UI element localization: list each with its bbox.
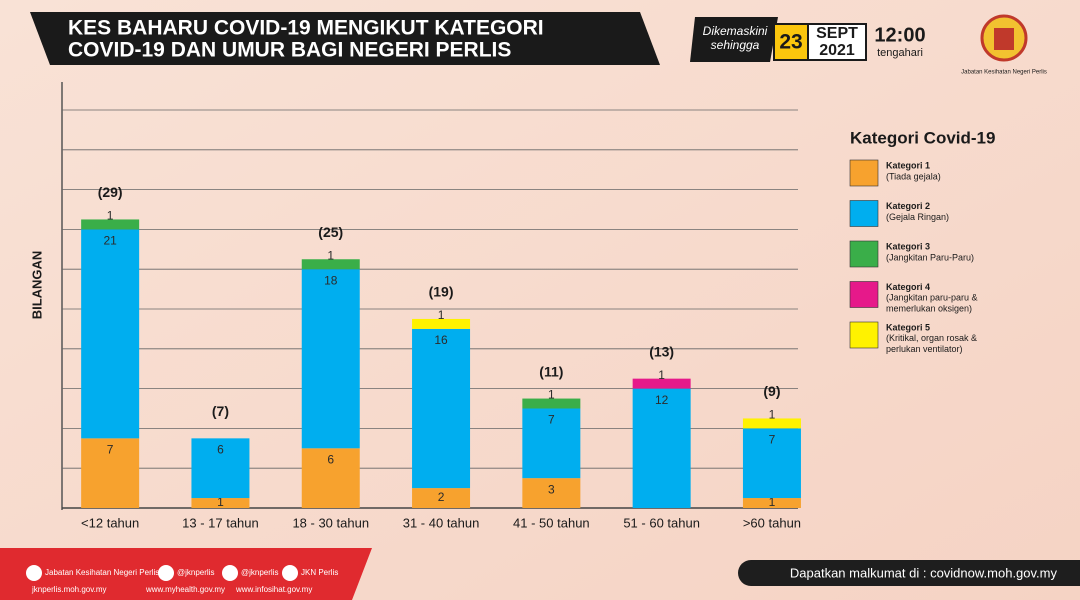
x-tick-label: 51 - 60 tahun — [623, 515, 700, 530]
legend-label: Kategori 3 — [886, 241, 930, 251]
update-label: Dikemaskini — [703, 24, 768, 38]
data-label: 1 — [548, 388, 555, 402]
logo — [980, 14, 1028, 62]
total-label: (7) — [212, 403, 229, 419]
legend-swatch — [849, 159, 879, 187]
x-tick-label: 31 - 40 tahun — [403, 515, 480, 530]
bar-segment — [742, 428, 801, 499]
total-label: (19) — [429, 284, 454, 300]
update-time-note: tengahari — [877, 47, 923, 59]
bar-segment — [81, 219, 140, 230]
data-label: 1 — [438, 308, 445, 322]
social-handle: @jknperlis — [241, 568, 278, 577]
footer-info: Dapatkan malkumat di : covidnow.moh.gov.… — [790, 565, 1058, 580]
x-tick-label: <12 tahun — [81, 515, 139, 530]
data-label: 6 — [327, 452, 334, 466]
bar-segment — [632, 378, 691, 389]
data-label: 12 — [655, 393, 669, 407]
title-banner — [30, 12, 660, 65]
data-label: 7 — [548, 413, 555, 427]
legend-description: (Kritikal, organ rosak & perlukan ventil… — [886, 333, 980, 354]
bar-segment — [412, 318, 471, 329]
bar-segment — [191, 498, 250, 508]
legend-swatch — [849, 240, 879, 268]
legend-swatch — [849, 321, 879, 349]
total-label: (11) — [539, 363, 563, 379]
data-label: 1 — [217, 495, 224, 509]
social-icon — [222, 565, 238, 581]
social-handle: Jabatan Kesihatan Negeri Perlis — [45, 568, 159, 577]
bar-segment — [522, 478, 581, 508]
total-label: (29) — [98, 184, 123, 200]
total-label: (13) — [649, 343, 674, 359]
legend-label: Kategori 4 — [886, 282, 930, 292]
title: COVID-19 DAN UMUR BAGI NEGERI PERLIS — [68, 39, 511, 62]
data-label: 18 — [324, 273, 338, 287]
total-label: (9) — [763, 383, 780, 399]
data-label: 1 — [769, 495, 776, 509]
calendar — [807, 23, 867, 61]
legend-label: Kategori 2 — [886, 201, 930, 211]
legend-description: (Tiada gejala) — [886, 171, 941, 181]
bar-segment — [742, 418, 801, 429]
social-icon — [158, 565, 174, 581]
legend-description: (Jangkitan Paru-Paru) — [886, 252, 974, 262]
data-label: 2 — [438, 490, 445, 504]
title: KES BAHARU COVID-19 MENGIKUT KATEGORI — [68, 17, 544, 40]
bar-segment — [301, 448, 360, 508]
x-tick-label: >60 tahun — [743, 515, 801, 530]
total-label: (25) — [318, 224, 343, 240]
bar-segment — [522, 398, 581, 409]
bar-segment — [301, 259, 360, 270]
legend-label: Kategori 5 — [886, 322, 930, 332]
data-label: 1 — [769, 408, 776, 422]
bar-segment — [81, 229, 140, 439]
bar-segment — [742, 498, 801, 508]
data-label: 1 — [327, 248, 334, 262]
data-label: 7 — [107, 443, 114, 457]
x-tick-label: 13 - 17 tahun — [182, 515, 259, 530]
footer-band — [0, 548, 372, 600]
legend-description: (Jangkitan paru-paru & memerlukan oksige… — [886, 293, 980, 314]
data-label: 3 — [548, 482, 555, 496]
data-label: 7 — [769, 433, 776, 447]
data-label: 1 — [658, 368, 665, 382]
legend-label: Kategori 1 — [886, 160, 930, 170]
data-label: 1 — [107, 209, 114, 223]
legend-swatch — [849, 200, 879, 227]
legend-description: (Gejala Ringan) — [886, 212, 949, 222]
data-label: 16 — [434, 333, 448, 347]
update-year: 2021 — [819, 42, 855, 59]
update-day: 23 — [779, 31, 802, 54]
website: www.infosihat.gov.my — [235, 585, 312, 594]
legend-swatch — [849, 281, 879, 308]
x-tick-label: 41 - 50 tahun — [513, 515, 590, 530]
x-tick-label: 18 - 30 tahun — [292, 515, 369, 530]
update-month: SEPT — [816, 25, 858, 42]
bar-segment — [191, 438, 250, 499]
social-icon — [26, 565, 42, 581]
data-label: 6 — [217, 443, 224, 457]
update-label: sehingga — [711, 38, 760, 52]
bar-segment — [301, 269, 360, 449]
update-time: 12:00 — [874, 24, 925, 46]
update-box — [690, 17, 778, 62]
legend-title: Kategori Covid-19 — [850, 128, 995, 147]
bar-segment — [412, 488, 471, 508]
social-handle: JKN Perlis — [301, 568, 338, 577]
logo-caption: Jabatan Kesihatan Negeri Perlis — [961, 70, 1047, 76]
bar-segment — [412, 328, 471, 489]
data-label: 21 — [103, 234, 117, 248]
social-handle: @jknperlis — [177, 568, 214, 577]
bar-segment — [81, 438, 140, 508]
website: jknperlis.moh.gov.my — [31, 585, 107, 594]
y-axis-label: BILANGAN — [29, 251, 44, 320]
bar-segment — [522, 408, 581, 479]
website: www.myhealth.gov.my — [145, 585, 225, 594]
bar-segment — [632, 388, 691, 508]
footer-info-band — [738, 560, 1080, 586]
social-icon — [282, 565, 298, 581]
